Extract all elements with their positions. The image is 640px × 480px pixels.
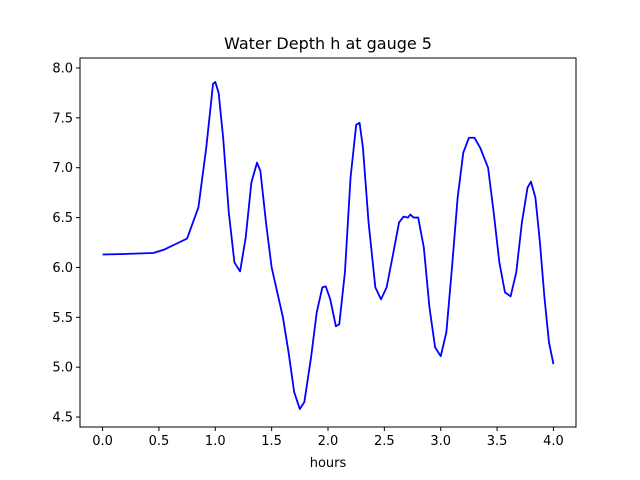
- x-tick-label: 0.0: [92, 434, 113, 449]
- x-tick-label: 1.0: [205, 434, 226, 449]
- x-axis-label: hours: [310, 456, 347, 471]
- plot-area: 0.0 0.5 1.0 1.5 2.0 2.5 3.0 3.5 4.0 4.5 5.0 5.5 6.0 6…: [52, 57, 577, 449]
- x-tick-label: 4.0: [543, 434, 564, 449]
- x-tick-label: 3.5: [487, 434, 508, 449]
- x-tick-label: 2.5: [374, 434, 395, 449]
- series-line-1: [102, 81, 555, 410]
- x-tick-label: 2.0: [318, 434, 339, 449]
- y-tick-label: 6.0: [52, 261, 73, 276]
- x-tick-label: 0.5: [149, 434, 170, 449]
- y-tick-label: 4.5: [52, 411, 73, 426]
- y-tick-label: 5.0: [52, 361, 73, 376]
- y-tick-label: 7.0: [52, 161, 73, 176]
- chart-title: Water Depth h at gauge 5: [224, 34, 432, 53]
- y-tick-label: 8.0: [52, 61, 73, 76]
- x-tick-label: 1.5: [261, 434, 282, 449]
- x-tick-label: 3.0: [430, 434, 451, 449]
- y-tick-label: 7.5: [52, 111, 73, 126]
- y-tick-label: 6.5: [52, 211, 73, 226]
- y-tick-label: 5.5: [52, 311, 73, 326]
